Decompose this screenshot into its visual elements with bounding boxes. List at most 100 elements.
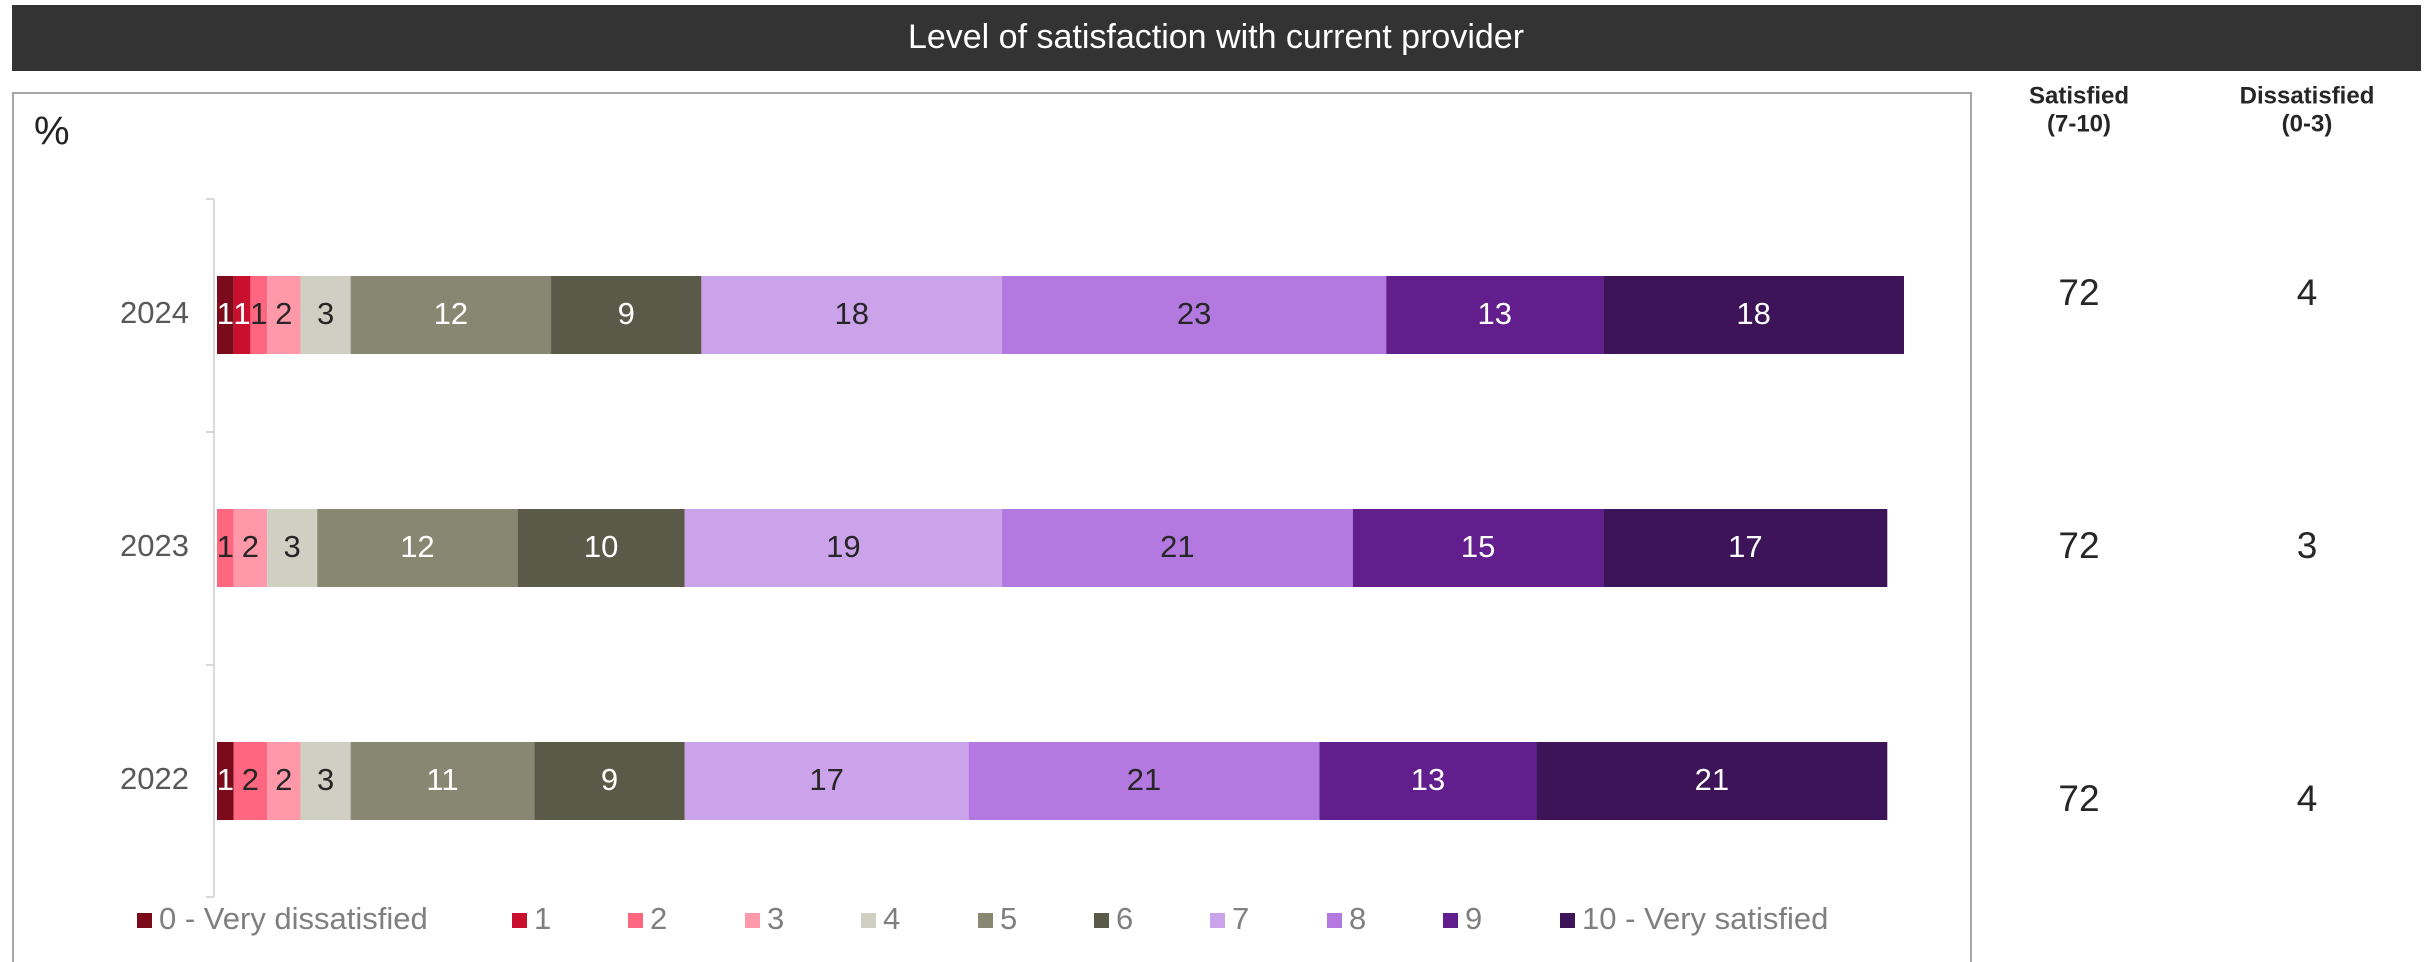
bar-segment <box>267 509 318 587</box>
bar-segment <box>267 742 301 820</box>
data-label: 1 <box>217 529 234 564</box>
data-label: 12 <box>434 296 468 331</box>
bar-segment <box>1002 509 1353 587</box>
bar-segment <box>1386 276 1604 354</box>
bar-segment <box>317 509 518 587</box>
bar-segment <box>233 742 268 820</box>
data-label: 18 <box>1736 296 1770 331</box>
data-label: 17 <box>1728 529 1762 564</box>
column-header: (7-10) <box>2047 110 2111 137</box>
summary-value: 72 <box>2058 525 2099 566</box>
y-tick-label: 2023 <box>120 528 189 563</box>
summary-value: 4 <box>2297 778 2318 819</box>
bar-segment <box>551 276 702 354</box>
bar-segment <box>1536 742 1888 820</box>
bar-segment <box>1603 509 1888 587</box>
data-label: 2 <box>242 529 259 564</box>
bar-segment <box>701 276 1003 354</box>
y-tick-label: 2024 <box>120 295 189 330</box>
plot-frame <box>12 92 1972 962</box>
legend-label: 5 <box>1000 901 1017 936</box>
data-label: 1 <box>217 762 234 797</box>
legend-label: 1 <box>534 901 551 936</box>
bar-segment <box>684 509 1003 587</box>
data-label: 2 <box>275 296 292 331</box>
summary-value: 4 <box>2297 272 2318 313</box>
legend-label: 8 <box>1349 901 1366 936</box>
data-label: 21 <box>1160 529 1194 564</box>
bar-segment <box>217 509 234 587</box>
legend-swatch <box>1094 913 1109 928</box>
column-header: Satisfied <box>2029 82 2129 109</box>
data-label: 1 <box>250 296 267 331</box>
legend-label: 3 <box>767 901 784 936</box>
data-label: 1 <box>217 296 234 331</box>
bar-segment <box>350 276 552 354</box>
bar-segment <box>1352 509 1604 587</box>
column-header: (0-3) <box>2282 110 2333 137</box>
y-tick-label: 2022 <box>120 761 189 796</box>
data-label: 12 <box>400 529 434 564</box>
bar-segment <box>250 276 268 354</box>
data-label: 3 <box>284 529 301 564</box>
bar-segment <box>233 509 268 587</box>
bar-segment <box>267 276 301 354</box>
data-label: 9 <box>601 762 618 797</box>
legend-swatch <box>1443 913 1458 928</box>
summary-value: 3 <box>2297 525 2318 566</box>
legend-label: 2 <box>650 901 667 936</box>
legend-swatch <box>1560 913 1575 928</box>
bar-segment <box>1002 276 1387 354</box>
bar-segment <box>300 276 351 354</box>
bar-segment <box>300 742 351 820</box>
column-header: Dissatisfied <box>2240 82 2375 109</box>
data-label: 13 <box>1478 296 1512 331</box>
bar-segment <box>217 742 234 820</box>
chart-title: Level of satisfaction with current provi… <box>908 18 1524 56</box>
data-label: 19 <box>826 529 860 564</box>
bar-segment <box>217 276 234 354</box>
data-label: 3 <box>317 762 334 797</box>
summary-value: 72 <box>2058 272 2099 313</box>
bar-segment <box>534 742 685 820</box>
bar-segment <box>233 276 251 354</box>
data-label: 3 <box>317 296 334 331</box>
title-bar <box>12 5 2421 71</box>
legend-swatch <box>137 913 152 928</box>
legend-swatch <box>512 913 527 928</box>
legend-label: 10 - Very satisfied <box>1582 901 1828 936</box>
bar-segment <box>1603 276 1904 354</box>
data-label: 21 <box>1695 762 1729 797</box>
legend-swatch <box>1327 913 1342 928</box>
data-label: 15 <box>1461 529 1495 564</box>
bar-segment <box>1319 742 1537 820</box>
data-label: 1 <box>233 296 250 331</box>
bar-segment <box>350 742 535 820</box>
bar-segment <box>684 742 969 820</box>
legend-swatch <box>628 913 643 928</box>
data-label: 17 <box>809 762 843 797</box>
data-label: 23 <box>1177 296 1211 331</box>
axis-ticks <box>206 198 214 898</box>
data-label: 13 <box>1411 762 1445 797</box>
bar-segment <box>968 742 1320 820</box>
data-label: 2 <box>275 762 292 797</box>
data-label: 10 <box>584 529 618 564</box>
summary-value: 72 <box>2058 778 2099 819</box>
data-label: 11 <box>426 762 458 797</box>
legend-label: 7 <box>1232 901 1249 936</box>
legend-swatch <box>861 913 876 928</box>
data-label: 18 <box>834 296 868 331</box>
data-label: 9 <box>618 296 635 331</box>
legend-swatch <box>1210 913 1225 928</box>
data-label: 21 <box>1127 762 1161 797</box>
legend-swatch <box>745 913 760 928</box>
axis-label: % <box>34 110 70 154</box>
legend-label: 0 - Very dissatisfied <box>159 901 428 936</box>
legend-label: 9 <box>1465 901 1482 936</box>
bar-segment <box>517 509 685 587</box>
legend-swatch <box>978 913 993 928</box>
data-label: 2 <box>242 762 259 797</box>
